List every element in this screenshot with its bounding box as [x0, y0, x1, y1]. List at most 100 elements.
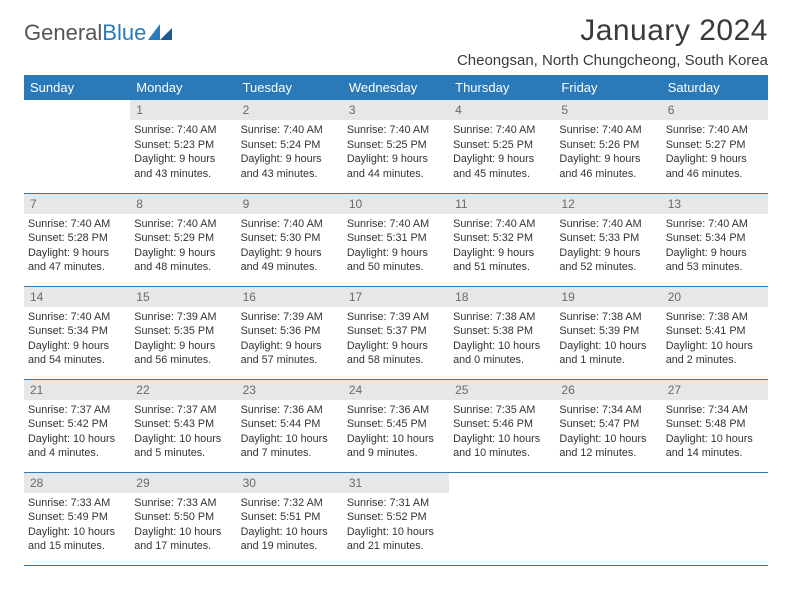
sunrise-text: Sunrise: 7:40 AM	[134, 123, 232, 138]
calendar-day-cell: 10Sunrise: 7:40 AMSunset: 5:31 PMDayligh…	[343, 193, 449, 286]
day-number: 4	[449, 100, 555, 120]
calendar-day-cell: 3Sunrise: 7:40 AMSunset: 5:25 PMDaylight…	[343, 100, 449, 193]
sunrise-text: Sunrise: 7:40 AM	[666, 217, 764, 232]
sunset-text: Sunset: 5:32 PM	[453, 231, 551, 246]
sunset-text: Sunset: 5:42 PM	[28, 417, 126, 432]
calendar-day-cell: 2Sunrise: 7:40 AMSunset: 5:24 PMDaylight…	[237, 100, 343, 193]
calendar-week-row: 7Sunrise: 7:40 AMSunset: 5:28 PMDaylight…	[24, 193, 768, 286]
day-number: 13	[662, 194, 768, 214]
sunset-text: Sunset: 5:41 PM	[666, 324, 764, 339]
sunrise-text: Sunrise: 7:40 AM	[241, 217, 339, 232]
calendar-header-row: SundayMondayTuesdayWednesdayThursdayFrid…	[24, 75, 768, 100]
daylight-text: Daylight: 9 hours and 49 minutes.	[241, 246, 339, 275]
brand-logo: GeneralBlue	[24, 14, 174, 46]
sunrise-text: Sunrise: 7:35 AM	[453, 403, 551, 418]
day-number: 15	[130, 287, 236, 307]
sunset-text: Sunset: 5:33 PM	[559, 231, 657, 246]
calendar-day-cell: 17Sunrise: 7:39 AMSunset: 5:37 PMDayligh…	[343, 286, 449, 379]
sunrise-text: Sunrise: 7:40 AM	[241, 123, 339, 138]
sunrise-text: Sunrise: 7:40 AM	[28, 310, 126, 325]
daylight-text: Daylight: 9 hours and 52 minutes.	[559, 246, 657, 275]
sunset-text: Sunset: 5:52 PM	[347, 510, 445, 525]
calendar-day-cell: 22Sunrise: 7:37 AMSunset: 5:43 PMDayligh…	[130, 379, 236, 472]
sunrise-text: Sunrise: 7:40 AM	[28, 217, 126, 232]
calendar-day-cell: 4Sunrise: 7:40 AMSunset: 5:25 PMDaylight…	[449, 100, 555, 193]
daylight-text: Daylight: 9 hours and 46 minutes.	[666, 152, 764, 181]
calendar-day-cell: 14Sunrise: 7:40 AMSunset: 5:34 PMDayligh…	[24, 286, 130, 379]
calendar-day-cell: 21Sunrise: 7:37 AMSunset: 5:42 PMDayligh…	[24, 379, 130, 472]
daylight-text: Daylight: 9 hours and 43 minutes.	[241, 152, 339, 181]
calendar-day-cell: 20Sunrise: 7:38 AMSunset: 5:41 PMDayligh…	[662, 286, 768, 379]
calendar-day-cell: 8Sunrise: 7:40 AMSunset: 5:29 PMDaylight…	[130, 193, 236, 286]
day-number: 23	[237, 380, 343, 400]
day-number: 12	[555, 194, 661, 214]
day-number: 25	[449, 380, 555, 400]
sunset-text: Sunset: 5:49 PM	[28, 510, 126, 525]
calendar-day-cell: 24Sunrise: 7:36 AMSunset: 5:45 PMDayligh…	[343, 379, 449, 472]
day-number: 19	[555, 287, 661, 307]
sunset-text: Sunset: 5:23 PM	[134, 138, 232, 153]
daylight-text: Daylight: 9 hours and 58 minutes.	[347, 339, 445, 368]
sunset-text: Sunset: 5:30 PM	[241, 231, 339, 246]
calendar-day-cell: 15Sunrise: 7:39 AMSunset: 5:35 PMDayligh…	[130, 286, 236, 379]
weekday-header: Thursday	[449, 75, 555, 100]
daylight-text: Daylight: 10 hours and 17 minutes.	[134, 525, 232, 554]
sunrise-text: Sunrise: 7:34 AM	[559, 403, 657, 418]
sunset-text: Sunset: 5:44 PM	[241, 417, 339, 432]
calendar-day-cell: 7Sunrise: 7:40 AMSunset: 5:28 PMDaylight…	[24, 193, 130, 286]
sunrise-text: Sunrise: 7:40 AM	[347, 123, 445, 138]
sunset-text: Sunset: 5:27 PM	[666, 138, 764, 153]
month-title: January 2024	[457, 14, 768, 48]
day-number: 3	[343, 100, 449, 120]
sunset-text: Sunset: 5:28 PM	[28, 231, 126, 246]
day-number: 10	[343, 194, 449, 214]
sunrise-text: Sunrise: 7:38 AM	[453, 310, 551, 325]
title-block: January 2024 Cheongsan, North Chungcheon…	[457, 14, 768, 69]
sunrise-text: Sunrise: 7:40 AM	[134, 217, 232, 232]
sunrise-text: Sunrise: 7:40 AM	[666, 123, 764, 138]
sunset-text: Sunset: 5:39 PM	[559, 324, 657, 339]
calendar-day-cell: 25Sunrise: 7:35 AMSunset: 5:46 PMDayligh…	[449, 379, 555, 472]
daylight-text: Daylight: 10 hours and 21 minutes.	[347, 525, 445, 554]
day-number: 22	[130, 380, 236, 400]
sunrise-text: Sunrise: 7:33 AM	[134, 496, 232, 511]
brand-icon	[148, 20, 174, 46]
day-number: 16	[237, 287, 343, 307]
daylight-text: Daylight: 10 hours and 19 minutes.	[241, 525, 339, 554]
sunset-text: Sunset: 5:36 PM	[241, 324, 339, 339]
brand-part2: Blue	[102, 20, 146, 46]
daylight-text: Daylight: 10 hours and 15 minutes.	[28, 525, 126, 554]
day-number: 28	[24, 473, 130, 493]
daylight-text: Daylight: 9 hours and 53 minutes.	[666, 246, 764, 275]
sunset-text: Sunset: 5:45 PM	[347, 417, 445, 432]
daylight-text: Daylight: 10 hours and 0 minutes.	[453, 339, 551, 368]
sunset-text: Sunset: 5:29 PM	[134, 231, 232, 246]
header: GeneralBlue January 2024 Cheongsan, Nort…	[24, 14, 768, 69]
calendar-day-cell	[24, 100, 130, 193]
day-number: 14	[24, 287, 130, 307]
calendar-day-cell	[662, 472, 768, 565]
daylight-text: Daylight: 9 hours and 45 minutes.	[453, 152, 551, 181]
day-number: 9	[237, 194, 343, 214]
daylight-text: Daylight: 10 hours and 7 minutes.	[241, 432, 339, 461]
day-number: 1	[130, 100, 236, 120]
weekday-header: Wednesday	[343, 75, 449, 100]
daylight-text: Daylight: 10 hours and 14 minutes.	[666, 432, 764, 461]
calendar-day-cell: 11Sunrise: 7:40 AMSunset: 5:32 PMDayligh…	[449, 193, 555, 286]
calendar-day-cell: 29Sunrise: 7:33 AMSunset: 5:50 PMDayligh…	[130, 472, 236, 565]
sunset-text: Sunset: 5:48 PM	[666, 417, 764, 432]
calendar-week-row: 21Sunrise: 7:37 AMSunset: 5:42 PMDayligh…	[24, 379, 768, 472]
sunset-text: Sunset: 5:50 PM	[134, 510, 232, 525]
sunset-text: Sunset: 5:35 PM	[134, 324, 232, 339]
calendar-day-cell: 6Sunrise: 7:40 AMSunset: 5:27 PMDaylight…	[662, 100, 768, 193]
sunrise-text: Sunrise: 7:40 AM	[453, 123, 551, 138]
sunrise-text: Sunrise: 7:39 AM	[347, 310, 445, 325]
calendar-day-cell: 18Sunrise: 7:38 AMSunset: 5:38 PMDayligh…	[449, 286, 555, 379]
daylight-text: Daylight: 9 hours and 43 minutes.	[134, 152, 232, 181]
sunset-text: Sunset: 5:34 PM	[666, 231, 764, 246]
daylight-text: Daylight: 10 hours and 9 minutes.	[347, 432, 445, 461]
brand-part1: General	[24, 20, 102, 46]
day-number: 30	[237, 473, 343, 493]
sunrise-text: Sunrise: 7:32 AM	[241, 496, 339, 511]
calendar-day-cell: 19Sunrise: 7:38 AMSunset: 5:39 PMDayligh…	[555, 286, 661, 379]
